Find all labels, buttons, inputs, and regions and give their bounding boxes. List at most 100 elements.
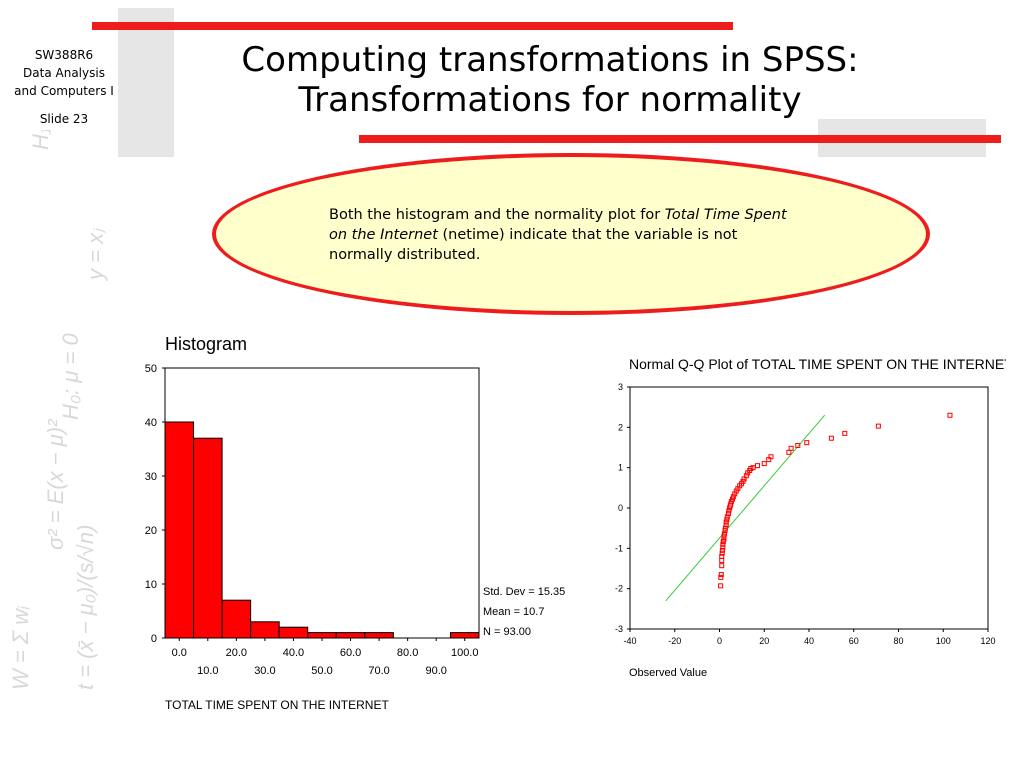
histogram-x-tick-label: 10.0 bbox=[197, 665, 218, 677]
histogram-x-tick-label: 30.0 bbox=[254, 665, 275, 677]
histogram-group: Histogram 0 10 20 30 40 50 0.0 20.0 40.0 60.0 80.0 1… bbox=[145, 334, 566, 712]
decor-red-bar-top bbox=[92, 22, 733, 30]
qq-x-axis-label: Observed Value bbox=[629, 667, 707, 679]
qq-x-tick-label: 20 bbox=[759, 636, 769, 646]
course-name-line2: and Computers I bbox=[14, 84, 114, 98]
qq-x-tick-label: 100 bbox=[936, 636, 951, 646]
qq-x-tick-label: -40 bbox=[623, 636, 636, 646]
qq-y-tick-label: 2 bbox=[618, 422, 623, 432]
qq-y-tick-label: 3 bbox=[618, 382, 623, 392]
watermark-formula: y = xⱼ bbox=[83, 228, 108, 282]
histogram-y-tick-label: 0 bbox=[151, 633, 157, 645]
qq-point bbox=[720, 541, 726, 547]
qq-point bbox=[722, 525, 728, 531]
watermark-formula: t = (x̄ − μ₀)/(s/√n) bbox=[73, 525, 98, 690]
qq-y-tick-label: -3 bbox=[615, 624, 623, 634]
slide-title-line2: Transformations for normality bbox=[298, 80, 802, 120]
histogram-x-tick-label: 20.0 bbox=[226, 647, 247, 659]
histogram-x-tick-label: 40.0 bbox=[283, 647, 304, 659]
histogram-y-tick-label: 50 bbox=[145, 363, 157, 375]
course-name-line1: Data Analysis bbox=[23, 66, 105, 80]
qq-point bbox=[721, 531, 727, 537]
qq-point bbox=[730, 494, 736, 500]
slide-title: Computing transformations in SPSS: Trans… bbox=[200, 40, 900, 120]
qq-x-tick-label: 0 bbox=[717, 636, 722, 646]
histogram-x-tick-label: 70.0 bbox=[368, 665, 389, 677]
histogram-y-tick-label: 40 bbox=[145, 417, 157, 429]
histogram-x-tick-label: 60.0 bbox=[340, 647, 361, 659]
qq-point bbox=[761, 461, 767, 467]
qq-y-tick-label: 0 bbox=[618, 503, 623, 513]
histogram-bar bbox=[335, 632, 366, 639]
histogram-x-tick-label: 80.0 bbox=[397, 647, 418, 659]
qq-plot-frame bbox=[629, 386, 989, 630]
qq-point bbox=[720, 544, 726, 550]
qq-point bbox=[743, 473, 749, 479]
slide-number: Slide 23 bbox=[39, 112, 89, 126]
decor-gray-block-left bbox=[118, 8, 174, 157]
qq-point bbox=[719, 547, 725, 553]
slide-title-line1: Computing transformations in SPSS: bbox=[241, 40, 859, 80]
watermark-formula: σ² = E(x − μ)² bbox=[43, 419, 68, 550]
qq-point bbox=[828, 435, 834, 441]
histogram-stat-label: N = 93.00 bbox=[483, 626, 531, 638]
watermark-formula: W = Σ wᵢ bbox=[8, 606, 33, 690]
qq-point bbox=[875, 423, 881, 429]
histogram-bar bbox=[449, 632, 480, 639]
qq-y-tick-label: 1 bbox=[618, 463, 623, 473]
qq-point bbox=[842, 430, 848, 436]
qq-point bbox=[721, 536, 727, 542]
qq-point bbox=[725, 511, 731, 517]
qq-point bbox=[795, 442, 801, 448]
watermark-formula: H₁: μ < 0 bbox=[28, 130, 53, 150]
qq-x-tick-label: 120 bbox=[980, 636, 995, 646]
histogram-stat-label: Std. Dev = 15.35 bbox=[483, 586, 565, 598]
callout-text-suffix: (netime) indicate that the variable is n… bbox=[329, 227, 738, 263]
qq-point bbox=[719, 563, 725, 569]
histogram-y-tick-label: 10 bbox=[145, 579, 157, 591]
histogram-bar bbox=[364, 632, 394, 639]
histogram-bar bbox=[193, 437, 223, 639]
qq-point bbox=[718, 572, 724, 578]
qq-plot-group: Normal Q-Q Plot of TOTAL TIME SPENT ON T… bbox=[615, 356, 1013, 679]
qq-reference-line bbox=[665, 414, 826, 602]
qq-point bbox=[723, 519, 729, 525]
qq-point bbox=[718, 574, 724, 580]
histogram-bar bbox=[164, 421, 195, 639]
qq-point bbox=[726, 508, 732, 514]
histogram-bar bbox=[307, 632, 337, 639]
qq-point bbox=[719, 553, 725, 559]
decor-red-bar-bottom bbox=[359, 135, 1001, 143]
histogram-title: Histogram bbox=[165, 334, 247, 354]
callout-ellipse bbox=[212, 153, 930, 315]
histogram-x-tick-label: 90.0 bbox=[425, 665, 446, 677]
qq-x-tick-label: -20 bbox=[668, 636, 681, 646]
callout-text-variable: Total Time Spent on the Internet bbox=[329, 207, 787, 243]
watermark-formula: H₀: μ = 0 bbox=[58, 332, 83, 420]
callout-text: Both the histogram and the normality plo… bbox=[329, 205, 799, 265]
qq-x-tick-label: 60 bbox=[849, 636, 859, 646]
course-code: SW388R6 bbox=[34, 48, 94, 62]
histogram-x-tick-label: 0.0 bbox=[172, 647, 187, 659]
qq-y-tick-label: -2 bbox=[615, 584, 623, 594]
histogram-y-tick-label: 30 bbox=[145, 471, 157, 483]
histogram-bar bbox=[250, 621, 280, 639]
formula-watermark: H₁: μ < 0 H₀: μ = 0 W = Σ wᵢ t = (x̄ − μ₀)/… bbox=[8, 130, 108, 690]
qq-point bbox=[947, 412, 953, 418]
qq-point bbox=[804, 440, 810, 446]
qq-plot-title: Normal Q-Q Plot of TOTAL TIME SPENT ON T… bbox=[629, 356, 1013, 372]
qq-point bbox=[718, 583, 724, 589]
histogram-y-tick-label: 20 bbox=[145, 525, 157, 537]
histogram-bar bbox=[221, 599, 252, 639]
qq-point bbox=[788, 445, 794, 451]
qq-point bbox=[724, 514, 730, 520]
qq-point bbox=[755, 463, 761, 469]
qq-point bbox=[719, 550, 725, 556]
callout-text-prefix: Both the histogram and the normality plo… bbox=[329, 207, 665, 223]
histogram-x-tick-label: 50.0 bbox=[311, 665, 332, 677]
histogram-x-axis-label: TOTAL TIME SPENT ON THE INTERNET bbox=[165, 698, 389, 712]
qq-point bbox=[768, 454, 774, 460]
qq-point bbox=[723, 522, 729, 528]
histogram-stat-label: Mean = 10.7 bbox=[483, 606, 544, 618]
